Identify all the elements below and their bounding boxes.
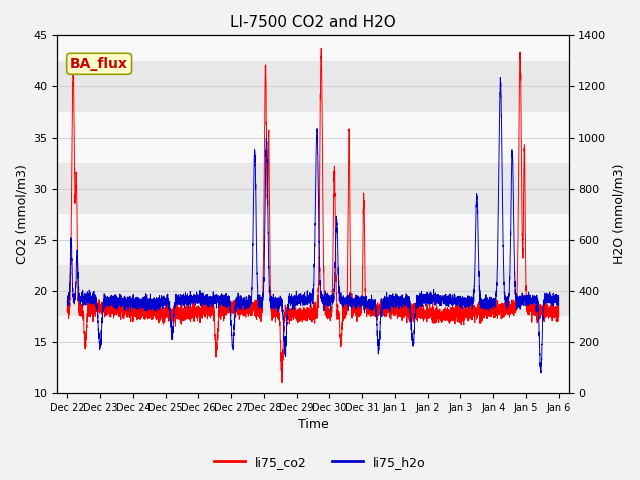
Text: BA_flux: BA_flux bbox=[70, 57, 128, 71]
Title: LI-7500 CO2 and H2O: LI-7500 CO2 and H2O bbox=[230, 15, 396, 30]
Legend: li75_co2, li75_h2o: li75_co2, li75_h2o bbox=[209, 451, 431, 474]
Y-axis label: H2O (mmol/m3): H2O (mmol/m3) bbox=[612, 164, 625, 264]
Bar bbox=[58, 265, 568, 316]
Y-axis label: CO2 (mmol/m3): CO2 (mmol/m3) bbox=[15, 164, 28, 264]
Bar bbox=[58, 163, 568, 214]
X-axis label: Time: Time bbox=[298, 419, 328, 432]
Bar bbox=[58, 61, 568, 112]
